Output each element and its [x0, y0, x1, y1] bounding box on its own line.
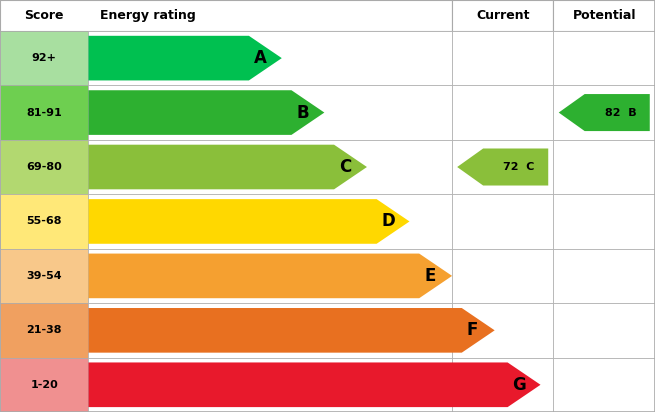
Bar	[0, 194, 88, 249]
Text: Energy rating: Energy rating	[100, 9, 196, 22]
Bar	[88, 85, 452, 140]
Polygon shape	[88, 363, 540, 407]
Polygon shape	[88, 199, 409, 244]
Bar	[0, 358, 88, 412]
Bar	[553, 85, 655, 140]
Bar	[553, 0, 655, 31]
Text: 81-91: 81-91	[26, 108, 62, 117]
Bar	[0, 0, 452, 31]
Bar	[0, 85, 88, 140]
Text: B: B	[297, 103, 309, 122]
Polygon shape	[88, 253, 452, 298]
Bar	[553, 358, 655, 412]
Text: Current: Current	[476, 9, 529, 22]
Text: A: A	[254, 49, 267, 67]
Bar	[88, 140, 452, 194]
Text: D: D	[382, 213, 396, 230]
Bar	[0, 140, 88, 194]
Bar	[452, 140, 553, 194]
Text: 69-80: 69-80	[26, 162, 62, 172]
Bar	[88, 194, 452, 249]
Bar	[88, 303, 452, 358]
Bar	[88, 31, 452, 85]
Bar	[452, 194, 553, 249]
Bar	[452, 249, 553, 303]
Bar	[452, 85, 553, 140]
Text: 21-38: 21-38	[26, 325, 62, 335]
Text: 92+: 92+	[32, 53, 56, 63]
Bar	[452, 31, 553, 85]
Text: 39-54: 39-54	[26, 271, 62, 281]
Bar	[553, 194, 655, 249]
Bar	[452, 0, 553, 31]
Bar	[0, 303, 88, 358]
Bar	[553, 249, 655, 303]
Bar	[88, 249, 452, 303]
Text: G: G	[513, 376, 527, 394]
Polygon shape	[88, 308, 495, 353]
Text: 72  C: 72 C	[503, 162, 534, 172]
Bar	[0, 31, 88, 85]
Bar	[452, 303, 553, 358]
Polygon shape	[457, 148, 548, 185]
Bar	[553, 31, 655, 85]
Text: Score: Score	[24, 9, 64, 22]
Polygon shape	[559, 94, 650, 131]
Text: 1-20: 1-20	[30, 380, 58, 390]
Bar	[553, 303, 655, 358]
Text: Potential: Potential	[572, 9, 636, 22]
Polygon shape	[88, 90, 324, 135]
Text: C: C	[339, 158, 351, 176]
Text: 82  B: 82 B	[605, 108, 636, 117]
Polygon shape	[88, 36, 282, 80]
Bar	[553, 140, 655, 194]
Text: E: E	[424, 267, 436, 285]
Bar	[452, 358, 553, 412]
Bar	[88, 358, 452, 412]
Bar	[0, 249, 88, 303]
Text: F: F	[467, 321, 478, 339]
Polygon shape	[88, 145, 367, 190]
Text: 55-68: 55-68	[26, 216, 62, 227]
